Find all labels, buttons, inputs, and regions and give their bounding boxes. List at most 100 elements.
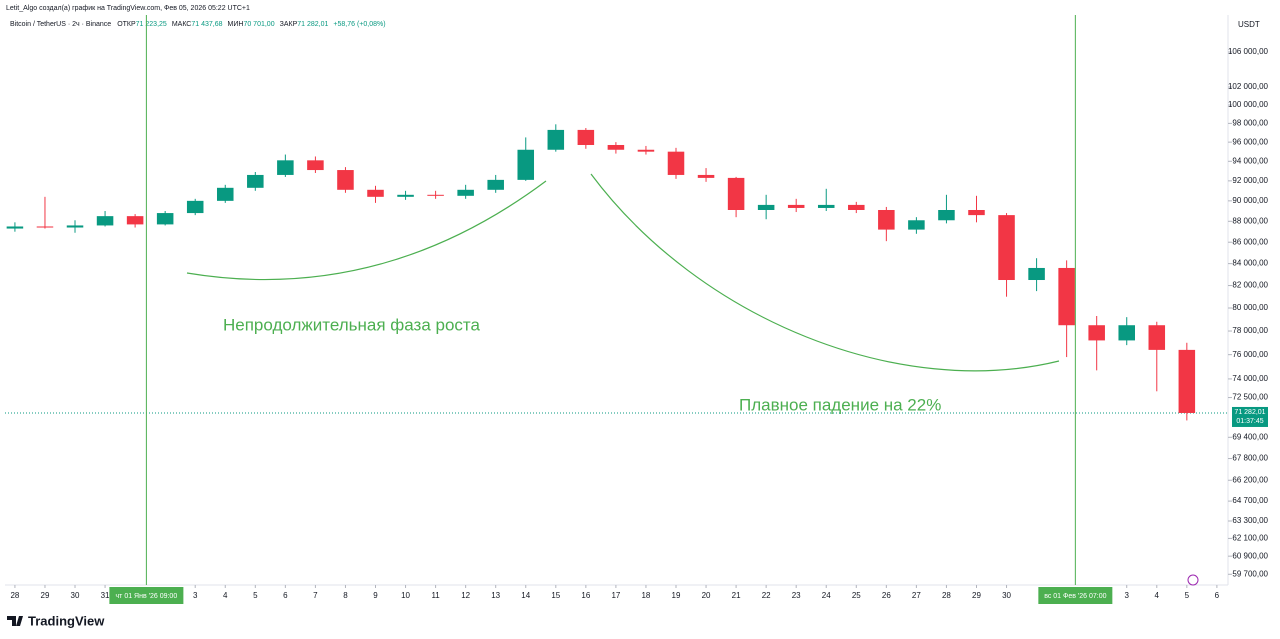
- candle-body: [817, 204, 835, 208]
- y-tick-label: 67 800,00: [1232, 454, 1268, 463]
- x-tick-label: 23: [792, 591, 801, 600]
- x-tick-label: 16: [581, 591, 590, 600]
- candle-body: [1118, 325, 1135, 341]
- y-tick-label: 102 000,00: [1228, 82, 1269, 91]
- x-tick-label: 4: [223, 591, 228, 600]
- x-tick-label: 28: [10, 591, 19, 600]
- y-tick-label: 62 100,00: [1232, 534, 1268, 543]
- stat-value: 71 223,25: [136, 21, 167, 28]
- y-tick-label: 86 000,00: [1232, 237, 1268, 246]
- candle-body: [457, 189, 474, 196]
- x-tick-label: 7: [313, 591, 318, 600]
- marker-box: [109, 587, 184, 604]
- candle-body: [6, 226, 24, 229]
- x-tick-label: 3: [193, 591, 198, 600]
- x-tick-label: 18: [641, 591, 650, 600]
- x-tick-label: 14: [521, 591, 530, 600]
- x-tick-label: 26: [882, 591, 891, 600]
- x-tick-label: 20: [702, 591, 711, 600]
- y-tick-label: 72 500,00: [1232, 393, 1268, 402]
- price-badge-value: 71 282,01: [1234, 409, 1265, 416]
- x-tick-label: 13: [491, 591, 500, 600]
- stat-key: МАКС: [172, 21, 192, 28]
- x-tick-label: 6: [283, 591, 288, 600]
- growth-arc: [186, 180, 547, 281]
- x-tick-label: 11: [431, 591, 440, 600]
- candle-body: [787, 204, 805, 208]
- candle-body: [1178, 349, 1196, 413]
- x-tick-label: 21: [732, 591, 741, 600]
- x-tick-label: 19: [672, 591, 681, 600]
- candle-body: [96, 216, 114, 226]
- stat-value: 70 701,00: [243, 21, 274, 28]
- currency: USDT: [1238, 20, 1260, 29]
- logo: TradingView: [7, 613, 105, 628]
- candle-body: [577, 129, 595, 145]
- y-tick-label: 82 000,00: [1232, 281, 1268, 290]
- x-tick-label: 30: [71, 591, 80, 600]
- marker-box: [1038, 587, 1113, 604]
- candle-body: [757, 204, 775, 210]
- candle-body: [968, 209, 985, 216]
- x-tick-label: 5: [1185, 591, 1190, 600]
- candle-body: [126, 216, 144, 225]
- logo-text: TradingView: [28, 613, 105, 628]
- candle-body: [607, 144, 625, 150]
- stat-key: ЗАКР: [280, 21, 298, 28]
- x-tick-label: 22: [762, 591, 771, 600]
- y-tick-label: 78 000,00: [1232, 326, 1268, 335]
- candle-body: [938, 209, 955, 221]
- y-tick-label: 88 000,00: [1232, 216, 1268, 225]
- price-badge: [1232, 406, 1268, 427]
- candle-body: [878, 209, 895, 230]
- y-tick-label: 94 000,00: [1232, 156, 1268, 165]
- y-tick-label: 100 000,00: [1228, 100, 1269, 109]
- y-tick-label: 64 700,00: [1232, 496, 1268, 505]
- x-tick-label: 10: [401, 591, 410, 600]
- candle-body: [487, 179, 504, 190]
- x-tick-label: 9: [373, 591, 378, 600]
- candle-body: [998, 215, 1015, 281]
- marker-label: чт 01 Янв '26 09:00: [116, 593, 178, 600]
- y-tick-label: 96 000,00: [1232, 137, 1268, 146]
- candle-body: [697, 174, 715, 178]
- y-tick-label: 80 000,00: [1232, 303, 1268, 312]
- candle-body: [1088, 325, 1105, 341]
- y-tick-label: 92 000,00: [1232, 176, 1268, 185]
- candle-body: [186, 200, 204, 214]
- y-tick-label: 60 900,00: [1232, 551, 1268, 560]
- candle-body: [1028, 267, 1045, 281]
- marker-label: вс 01 Фев '26 07:00: [1044, 593, 1106, 600]
- y-tick-label: 76 000,00: [1232, 350, 1268, 359]
- x-tick-label: 8: [343, 591, 348, 600]
- candle-body: [307, 160, 324, 171]
- x-tick-label: 17: [611, 591, 620, 600]
- candle-body: [727, 177, 745, 210]
- symbol: Bitcoin / TetherUS · 2ч · Binance: [10, 21, 111, 28]
- annotation: Плавное падение на 22%: [739, 395, 941, 414]
- y-tick-label: 106 000,00: [1228, 47, 1269, 56]
- candle-body: [1148, 325, 1166, 350]
- y-tick-label: 98 000,00: [1232, 118, 1268, 127]
- y-tick-label: 84 000,00: [1232, 259, 1268, 268]
- x-tick-label: 28: [942, 591, 951, 600]
- x-tick-label: 15: [551, 591, 560, 600]
- y-tick-label: 59 700,00: [1232, 569, 1268, 578]
- x-tick-label: 29: [41, 591, 50, 600]
- x-tick-label: 29: [972, 591, 981, 600]
- candle-body: [848, 204, 865, 210]
- x-tick-label: 31: [101, 591, 110, 600]
- x-tick-label: 4: [1155, 591, 1160, 600]
- y-tick-label: 74 000,00: [1232, 374, 1268, 383]
- stat-key: МИН: [228, 21, 244, 28]
- event-icon: [1187, 574, 1199, 586]
- x-tick-label: 3: [1125, 591, 1130, 600]
- credit: Letit_Algo создал(а) график на TradingVi…: [6, 5, 250, 12]
- candle-body: [367, 189, 384, 197]
- annotation: Непродолжительная фаза роста: [223, 315, 481, 334]
- candle-body: [277, 160, 294, 175]
- candle-body: [427, 194, 444, 196]
- candle-body: [637, 149, 655, 152]
